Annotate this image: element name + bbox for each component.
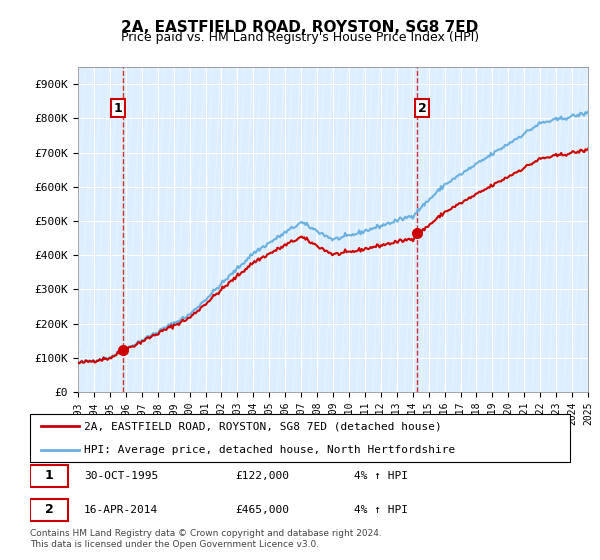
Text: 2A, EASTFIELD ROAD, ROYSTON, SG8 7ED: 2A, EASTFIELD ROAD, ROYSTON, SG8 7ED [121, 20, 479, 35]
Text: 2A, EASTFIELD ROAD, ROYSTON, SG8 7ED (detached house): 2A, EASTFIELD ROAD, ROYSTON, SG8 7ED (de… [84, 421, 442, 431]
Text: £122,000: £122,000 [235, 471, 289, 481]
FancyBboxPatch shape [30, 414, 570, 462]
Text: 1: 1 [44, 469, 53, 482]
Text: Contains HM Land Registry data © Crown copyright and database right 2024.
This d: Contains HM Land Registry data © Crown c… [30, 529, 382, 549]
Text: 30-OCT-1995: 30-OCT-1995 [84, 471, 158, 481]
FancyBboxPatch shape [30, 465, 68, 487]
Text: 2: 2 [44, 503, 53, 516]
FancyBboxPatch shape [30, 499, 68, 521]
Text: Price paid vs. HM Land Registry's House Price Index (HPI): Price paid vs. HM Land Registry's House … [121, 31, 479, 44]
Text: 16-APR-2014: 16-APR-2014 [84, 505, 158, 515]
Text: 1: 1 [114, 102, 122, 115]
Text: 4% ↑ HPI: 4% ↑ HPI [354, 505, 408, 515]
Text: 4% ↑ HPI: 4% ↑ HPI [354, 471, 408, 481]
Text: 2: 2 [418, 102, 427, 115]
Text: £465,000: £465,000 [235, 505, 289, 515]
Text: HPI: Average price, detached house, North Hertfordshire: HPI: Average price, detached house, Nort… [84, 445, 455, 455]
